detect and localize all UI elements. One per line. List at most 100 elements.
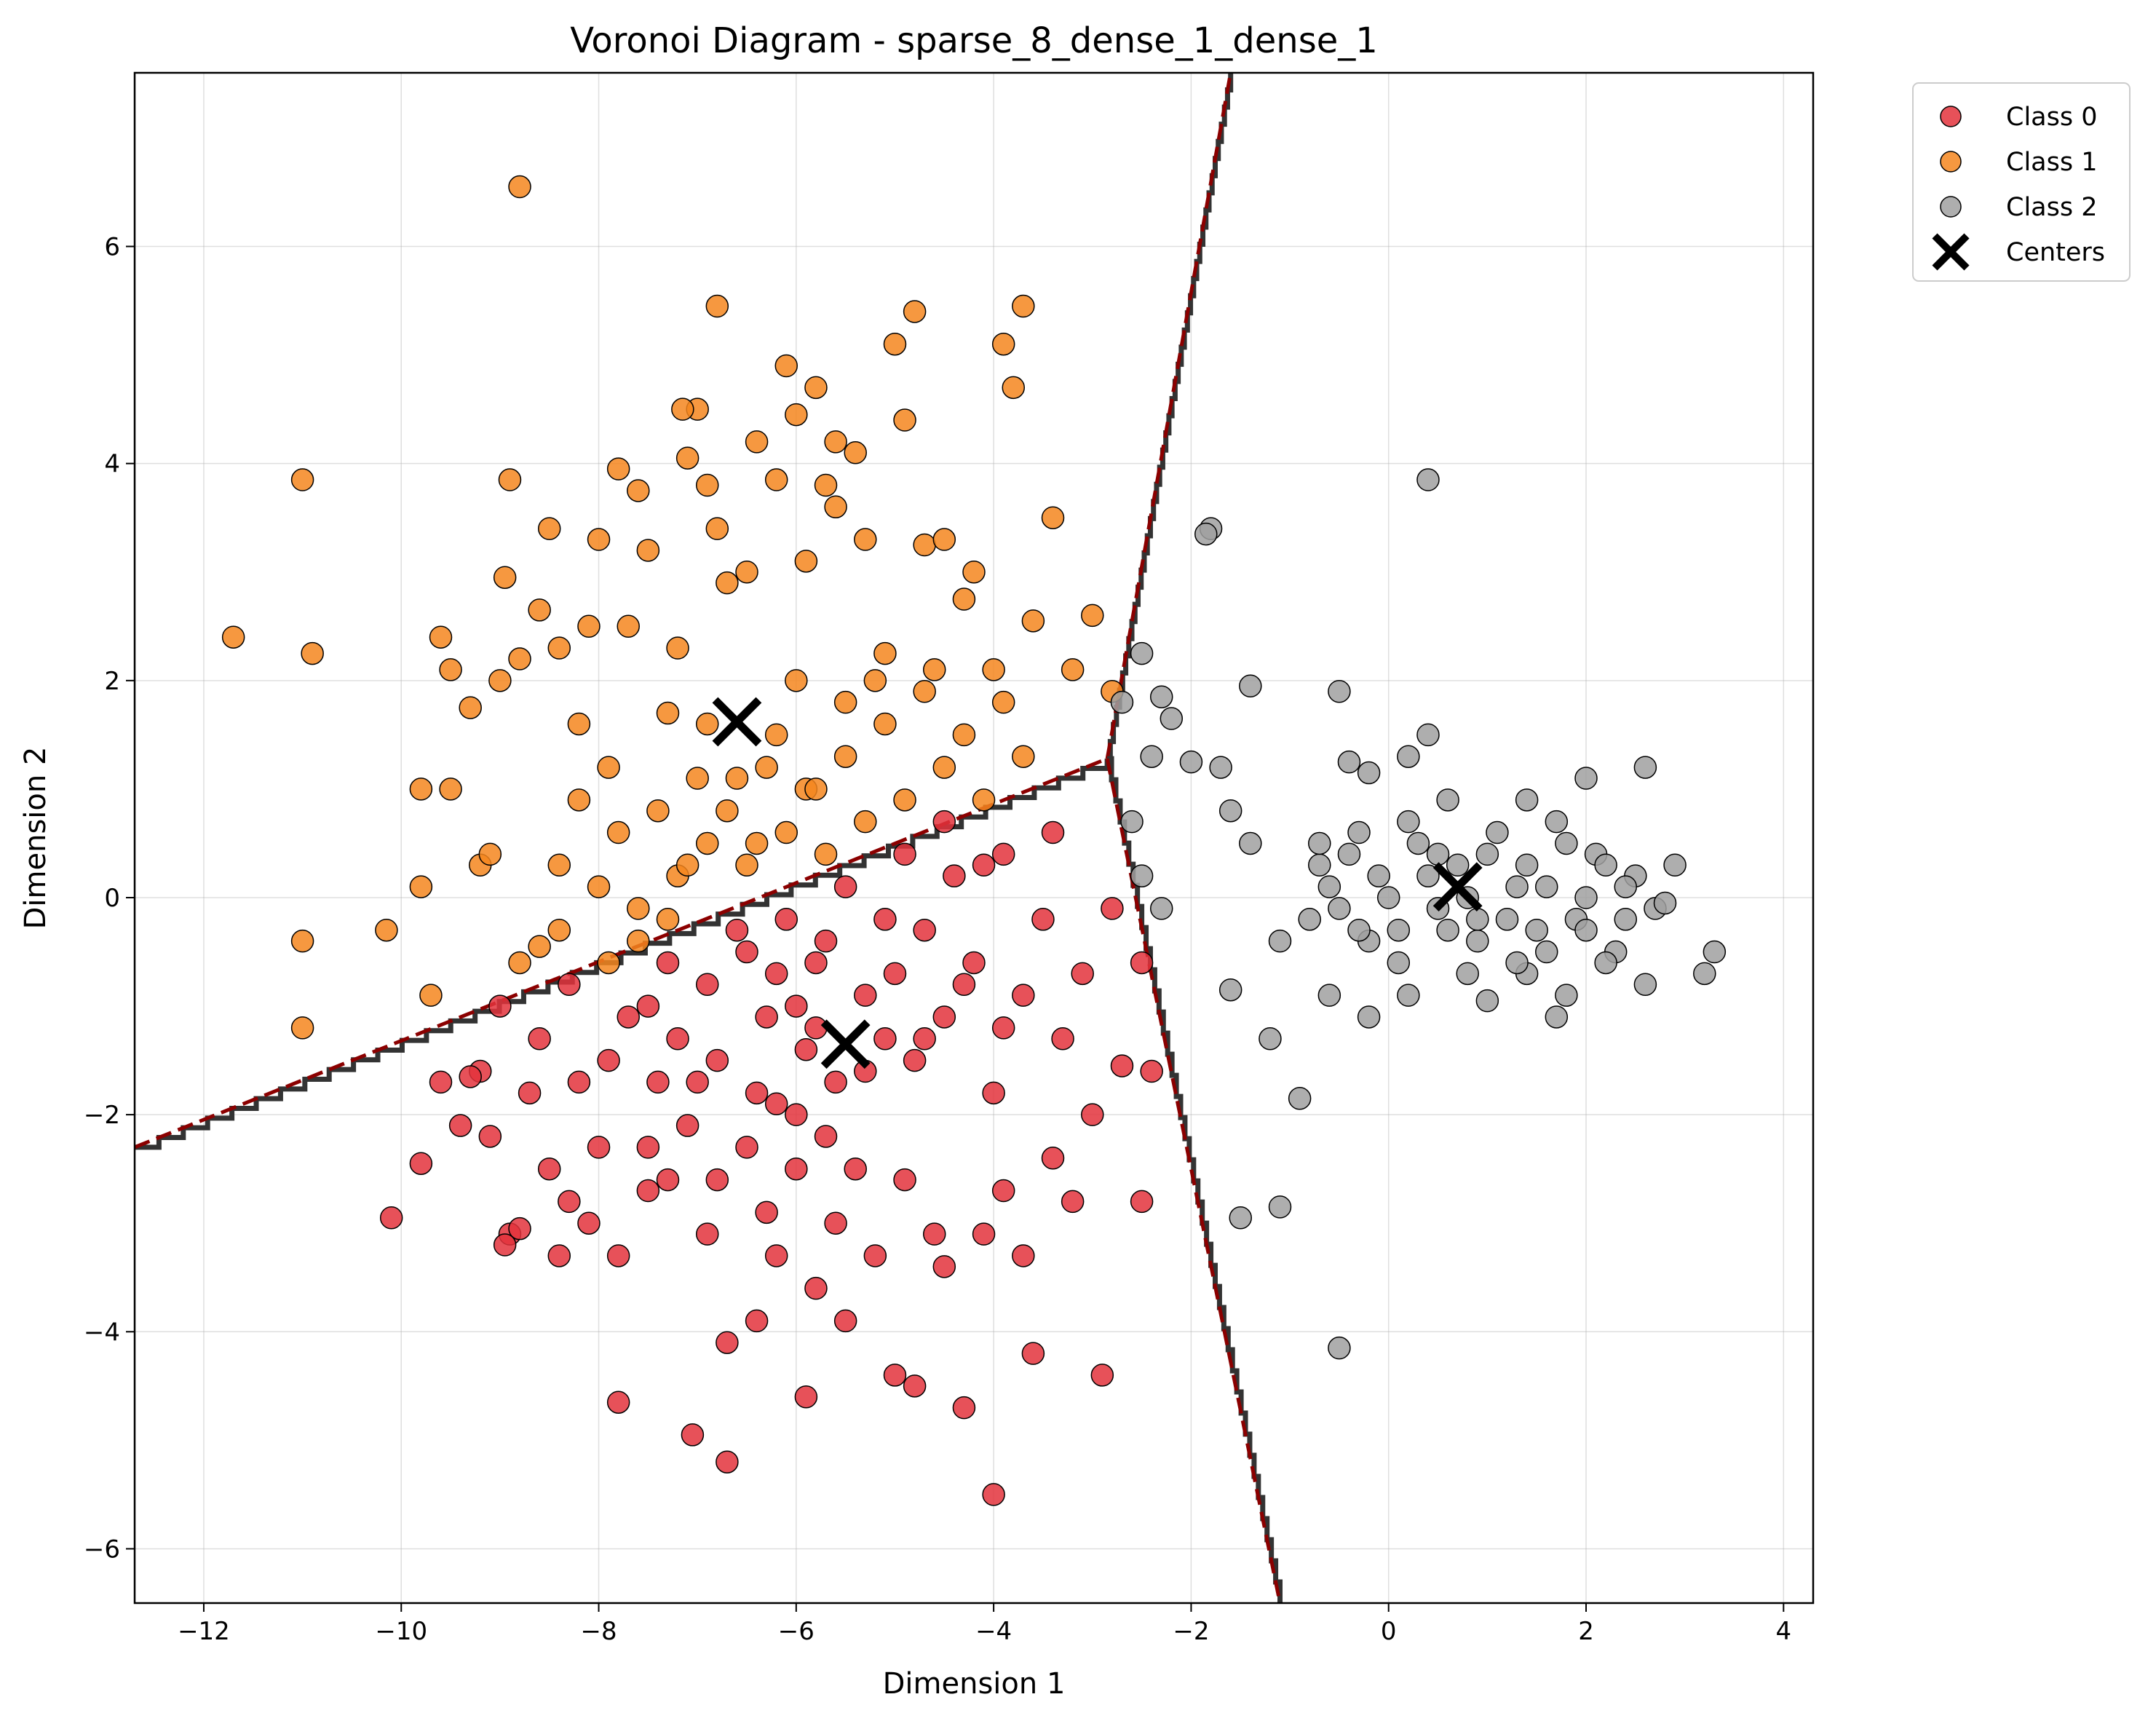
class-1-point <box>873 641 897 665</box>
class-1-point <box>577 614 601 638</box>
class-0-point <box>587 1136 611 1159</box>
legend-marker <box>1940 196 1962 218</box>
class-0-point <box>745 1309 769 1333</box>
class-1-point <box>656 908 680 931</box>
legend-marker <box>1940 151 1962 173</box>
class-2-point <box>1594 951 1617 975</box>
class-1-point <box>547 853 571 877</box>
class-0-point <box>755 1200 778 1225</box>
class-0-point <box>844 1157 867 1181</box>
class-0-point <box>913 1027 936 1051</box>
class-1-point <box>844 441 867 464</box>
class-2-point <box>1535 875 1558 898</box>
class-0-point <box>755 1005 778 1029</box>
center-marker <box>712 697 762 747</box>
class-2-point <box>1397 810 1420 834</box>
class-1-point <box>873 712 897 736</box>
class-1-point <box>755 756 778 779</box>
class-2-point <box>1693 962 1716 986</box>
legend-item: Class 0 <box>1940 103 2097 132</box>
class-0-point <box>774 908 798 931</box>
class-2-point <box>1475 842 1499 866</box>
legend-label: Class 2 <box>2006 193 2097 222</box>
class-2-point <box>1288 1087 1312 1110</box>
class-2-point <box>1515 853 1539 877</box>
class-2-point <box>1387 918 1411 942</box>
class-2-point <box>1149 897 1173 920</box>
class-1-point <box>833 690 857 714</box>
class-1-point <box>1041 506 1065 529</box>
class-1-point <box>221 625 245 649</box>
class-1-point <box>666 636 689 660</box>
class-1-point <box>597 756 620 779</box>
class-2-point <box>1347 918 1371 942</box>
class-1-point <box>1002 376 1026 400</box>
class-1-point <box>952 723 976 747</box>
class-1-point <box>508 175 531 199</box>
class-0-point <box>606 1390 630 1414</box>
class-0-point <box>1130 1190 1154 1214</box>
class-2-point <box>1308 853 1331 877</box>
class-2-point <box>1416 864 1440 887</box>
class-2-point <box>1328 679 1351 703</box>
class-2-point <box>1653 891 1677 915</box>
class-1-point <box>656 701 680 725</box>
class-0-point <box>518 1081 542 1105</box>
class-1-point <box>429 625 453 649</box>
class-2-point <box>1149 685 1173 708</box>
class-0-point <box>493 1233 517 1257</box>
class-2-point <box>1268 1195 1292 1219</box>
class-2-point <box>1179 750 1203 774</box>
class-1-point <box>794 550 818 573</box>
class-1-point <box>498 468 522 491</box>
class-0-point <box>1101 897 1124 920</box>
class-2-point <box>1259 1027 1282 1051</box>
class-1-point <box>785 669 808 692</box>
class-0-point <box>1031 908 1055 931</box>
class-0-point <box>488 994 512 1018</box>
class-0-point <box>1061 1190 1085 1214</box>
class-1-point <box>716 571 739 595</box>
class-2-point <box>1120 810 1144 834</box>
class-0-point <box>785 994 808 1018</box>
class-0-point <box>854 984 877 1007</box>
class-1-point <box>991 332 1015 356</box>
y-tick-label: −2 <box>84 1101 120 1130</box>
class-1-point <box>528 935 551 958</box>
class-0-point <box>1021 1342 1045 1365</box>
class-2-point <box>1337 750 1361 774</box>
class-1-point <box>587 875 611 898</box>
class-2-point <box>1486 820 1509 844</box>
class-1-point <box>696 712 719 736</box>
class-1-point <box>972 788 996 812</box>
class-2-point <box>1416 468 1440 491</box>
class-0-point <box>656 1168 680 1192</box>
class-0-point <box>725 918 749 942</box>
class-0-point <box>567 1070 591 1094</box>
class-2-point <box>1614 908 1638 931</box>
class-0-point <box>656 951 680 975</box>
x-tick-label: 0 <box>1381 1617 1397 1646</box>
legend-marker <box>1932 233 1970 271</box>
class-0-point <box>409 1152 433 1175</box>
class-1-point <box>804 376 828 400</box>
class-0-point <box>991 1016 1015 1040</box>
class-1-point <box>290 468 314 491</box>
class-2-point <box>1436 788 1459 812</box>
class-2-point <box>1357 1005 1381 1029</box>
class-2-point <box>1426 842 1450 866</box>
class-0-point <box>903 1048 927 1072</box>
class-2-point <box>1505 875 1529 898</box>
class-1-point <box>1021 609 1045 633</box>
class-0-point <box>681 1423 705 1447</box>
class-0-point <box>666 1027 689 1051</box>
class-0-point <box>1110 1054 1134 1077</box>
class-0-point <box>764 1092 788 1115</box>
class-1-point <box>419 984 443 1007</box>
class-2-point <box>1347 820 1371 844</box>
class-1-point <box>636 539 660 562</box>
class-2-point <box>1218 799 1243 823</box>
class-2-point <box>1328 1336 1351 1360</box>
class-1-point <box>478 842 502 866</box>
class-2-point <box>1574 886 1598 909</box>
